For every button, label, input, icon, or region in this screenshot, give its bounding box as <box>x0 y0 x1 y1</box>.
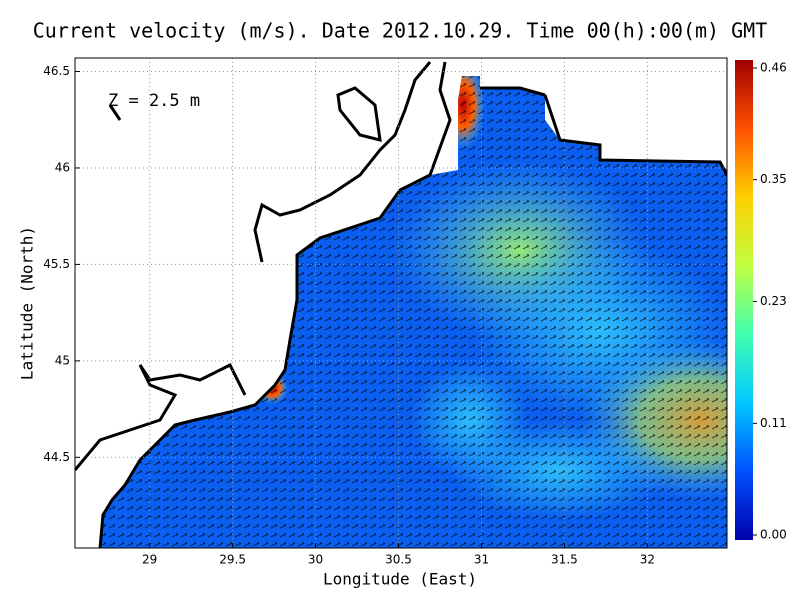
x-tick-label: 29.5 <box>219 553 246 567</box>
colorbar-tick-label: 0.23 <box>760 294 787 308</box>
coastline <box>75 61 727 548</box>
annotation: Z = 2.5 m <box>108 91 200 111</box>
x-tick-label: 30 <box>308 553 323 567</box>
y-axis-label: Latitude (North) <box>18 226 37 380</box>
x-tick-label: 31.5 <box>551 553 578 567</box>
colorbar-tick-label: 0.46 <box>760 61 787 75</box>
chart-title: Current velocity (m/s). Date 2012.10.29.… <box>33 19 768 43</box>
x-tick-label: 31 <box>474 553 489 567</box>
colorbar <box>735 60 753 540</box>
sea <box>100 76 727 548</box>
x-tick-label: 29 <box>142 553 157 567</box>
x-tick-label: 32 <box>640 553 655 567</box>
y-tick-label: 44.5 <box>43 450 70 464</box>
colorbar-tick-label: 0.11 <box>760 416 787 430</box>
y-tick-label: 46 <box>55 160 70 174</box>
grid <box>75 58 727 548</box>
x-tick-label: 30.5 <box>385 553 412 567</box>
y-tick-label: 45.5 <box>43 257 70 271</box>
colorbar-tick-label: 0.35 <box>760 172 787 186</box>
x-axis-label: Longitude (East) <box>323 570 477 589</box>
map-field <box>75 58 727 548</box>
plot-frame <box>74 57 728 549</box>
y-tick-label: 46.5 <box>43 64 70 78</box>
colorbar-tick-label: 0.00 <box>760 528 787 542</box>
y-tick-label: 45 <box>55 353 70 367</box>
